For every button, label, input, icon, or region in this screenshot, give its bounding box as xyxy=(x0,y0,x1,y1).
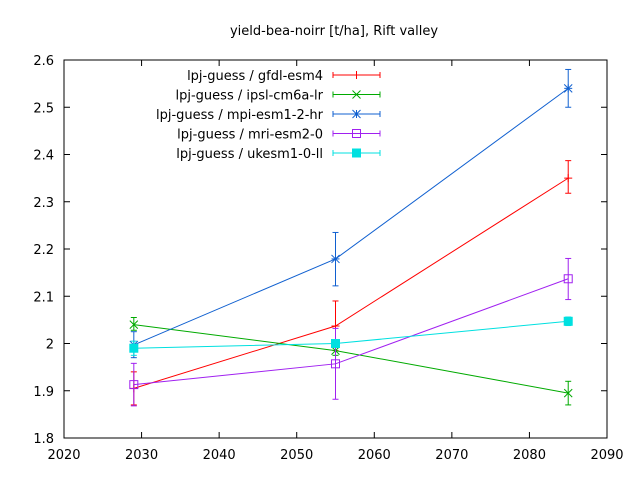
data-point xyxy=(564,174,573,183)
data-point xyxy=(563,274,573,284)
legend-label: lpj-guess / mpi-esm1-2-hr xyxy=(156,108,324,123)
axis-ticks: 2020 2030 2040 2050 2060 2070 2080 2090 1.8 1.9 2 2… xyxy=(33,54,623,463)
data-point xyxy=(352,109,361,119)
legend: lpj-guess / gfdl-esm4 lpj-guess / ipsl-cm… xyxy=(156,69,381,162)
data-point xyxy=(352,90,361,99)
x-tick-label: 2070 xyxy=(435,448,468,463)
x-tick-label: 2030 xyxy=(125,448,158,463)
error-bar xyxy=(130,362,137,407)
data-point xyxy=(331,339,340,348)
series-2 xyxy=(129,317,573,406)
x-tick-label: 2090 xyxy=(590,448,623,463)
x-tick-label: 2080 xyxy=(513,448,546,463)
legend-label: lpj-guess / ukesm1-0-ll xyxy=(176,147,323,162)
series-line xyxy=(133,320,569,349)
y-tick-label: 2.6 xyxy=(33,54,54,69)
data-point xyxy=(331,359,340,369)
data-point xyxy=(352,129,361,138)
data-point xyxy=(331,254,340,264)
data-point xyxy=(129,320,139,329)
data-point xyxy=(129,380,139,390)
chart-title: yield-bea-noirr [t/ha], Rift valley xyxy=(230,24,438,39)
error-bar xyxy=(565,257,572,301)
legend-item: lpj-guess / mri-esm2-0 xyxy=(177,128,381,143)
x-tick-label: 2020 xyxy=(47,448,80,463)
legend-label: lpj-guess / ipsl-cm6a-lr xyxy=(176,89,324,104)
x-tick-label: 2060 xyxy=(358,448,391,463)
legend-label: lpj-guess / gfdl-esm4 xyxy=(187,69,323,84)
y-tick-label: 1.9 xyxy=(33,385,54,400)
x-tick-label: 2040 xyxy=(203,448,236,463)
legend-item: lpj-guess / ukesm1-0-ll xyxy=(176,147,381,162)
data-point xyxy=(352,71,361,79)
legend-item: lpj-guess / gfdl-esm4 xyxy=(187,69,381,84)
series-4 xyxy=(129,257,573,407)
data-point xyxy=(563,316,573,326)
y-tick-label: 2 xyxy=(46,338,54,353)
data-point xyxy=(352,148,361,158)
y-tick-label: 2.1 xyxy=(33,290,54,305)
data-point xyxy=(563,388,573,398)
y-tick-label: 2.2 xyxy=(33,243,54,258)
series-1 xyxy=(129,160,573,406)
legend-item: lpj-guess / mpi-esm1-2-hr xyxy=(156,108,381,123)
data-point xyxy=(129,343,139,353)
series-5 xyxy=(129,316,573,356)
y-tick-label: 2.3 xyxy=(33,196,54,211)
x-tick-label: 2050 xyxy=(280,448,313,463)
series-layer xyxy=(129,68,573,407)
series-line xyxy=(133,177,569,389)
y-tick-label: 2.4 xyxy=(33,149,54,164)
y-tick-label: 1.8 xyxy=(33,432,54,447)
legend-item: lpj-guess / ipsl-cm6a-lr xyxy=(176,89,381,104)
series-line xyxy=(133,324,569,394)
plot-frame xyxy=(63,59,608,439)
y-tick-label: 2.5 xyxy=(33,101,54,116)
data-point xyxy=(563,83,573,93)
legend-label: lpj-guess / mri-esm2-0 xyxy=(177,128,323,143)
error-bar xyxy=(130,317,137,331)
